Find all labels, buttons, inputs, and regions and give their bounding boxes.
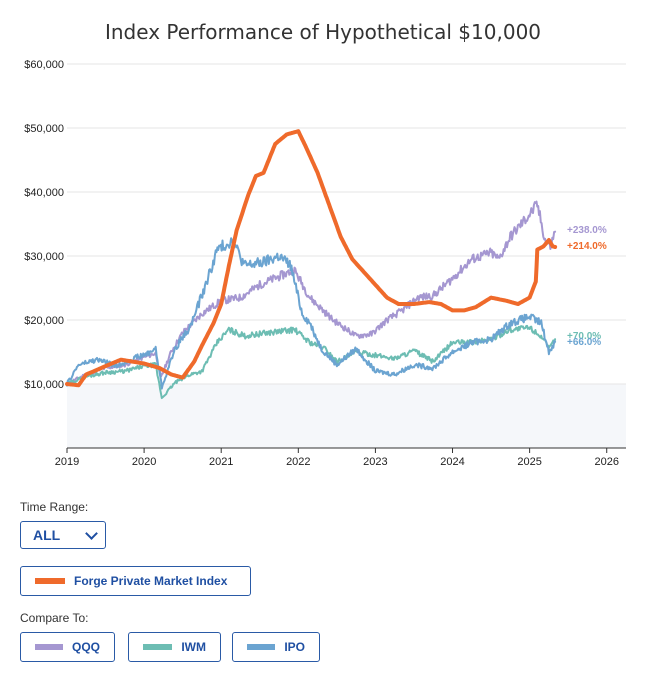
qqq-legend-swatch	[35, 644, 63, 650]
time-range-label: Time Range:	[20, 500, 89, 514]
compare-ipo-label: IPO	[284, 640, 305, 654]
forge-series-line	[65, 129, 558, 388]
iwm-end-label: +70.0%	[567, 331, 601, 342]
x-tick-label: 2024	[440, 456, 464, 468]
y-tick-label: $10,000	[24, 379, 64, 391]
y-tick-label: $20,000	[24, 315, 64, 327]
ipo-end-label: +66.0%	[567, 337, 601, 348]
compare-qqq-button[interactable]: QQQ	[20, 632, 115, 662]
ipo-legend-swatch	[247, 644, 276, 650]
y-tick-label: $30,000	[24, 251, 64, 263]
x-tick-label: 2022	[286, 456, 310, 468]
compare-iwm-button[interactable]: IWM	[128, 632, 221, 662]
y-tick-label: $40,000	[24, 187, 64, 199]
x-tick-label: 2023	[363, 456, 387, 468]
time-range-select[interactable]: ALL	[20, 521, 106, 549]
y-tick-label: $50,000	[24, 123, 64, 135]
chevron-down-icon	[85, 526, 98, 540]
x-tick-label: 2021	[209, 456, 233, 468]
time-range-value: ALL	[33, 527, 61, 543]
forge-index-button[interactable]: Forge Private Market Index	[20, 566, 251, 596]
y-tick-label: $60,000	[24, 59, 64, 71]
performance-chart: $10,000 $20,000 $30,000 $40,000 $50,000 $60,0…	[24, 59, 626, 468]
ipo-series-line	[66, 237, 557, 390]
compare-iwm-label: IWM	[181, 640, 206, 654]
iwm-legend-swatch	[143, 644, 173, 650]
compare-ipo-button[interactable]: IPO	[232, 632, 320, 662]
compare-qqq-label: QQQ	[71, 640, 100, 654]
qqq-end-label: +238.0%	[567, 225, 607, 236]
x-tick-label: 2020	[132, 456, 156, 468]
forge-legend-swatch	[35, 578, 65, 584]
forge-end-label: +214.0%	[567, 241, 607, 252]
forge-index-button-label: Forge Private Market Index	[74, 574, 228, 588]
compare-to-label: Compare To:	[20, 611, 89, 625]
baseline-shade	[67, 384, 626, 448]
chart-title: Index Performance of Hypothetical $10,00…	[104, 20, 542, 44]
x-tick-label: 2026	[594, 456, 618, 468]
x-tick-label: 2025	[517, 456, 541, 468]
x-tick-label: 2019	[55, 456, 79, 468]
